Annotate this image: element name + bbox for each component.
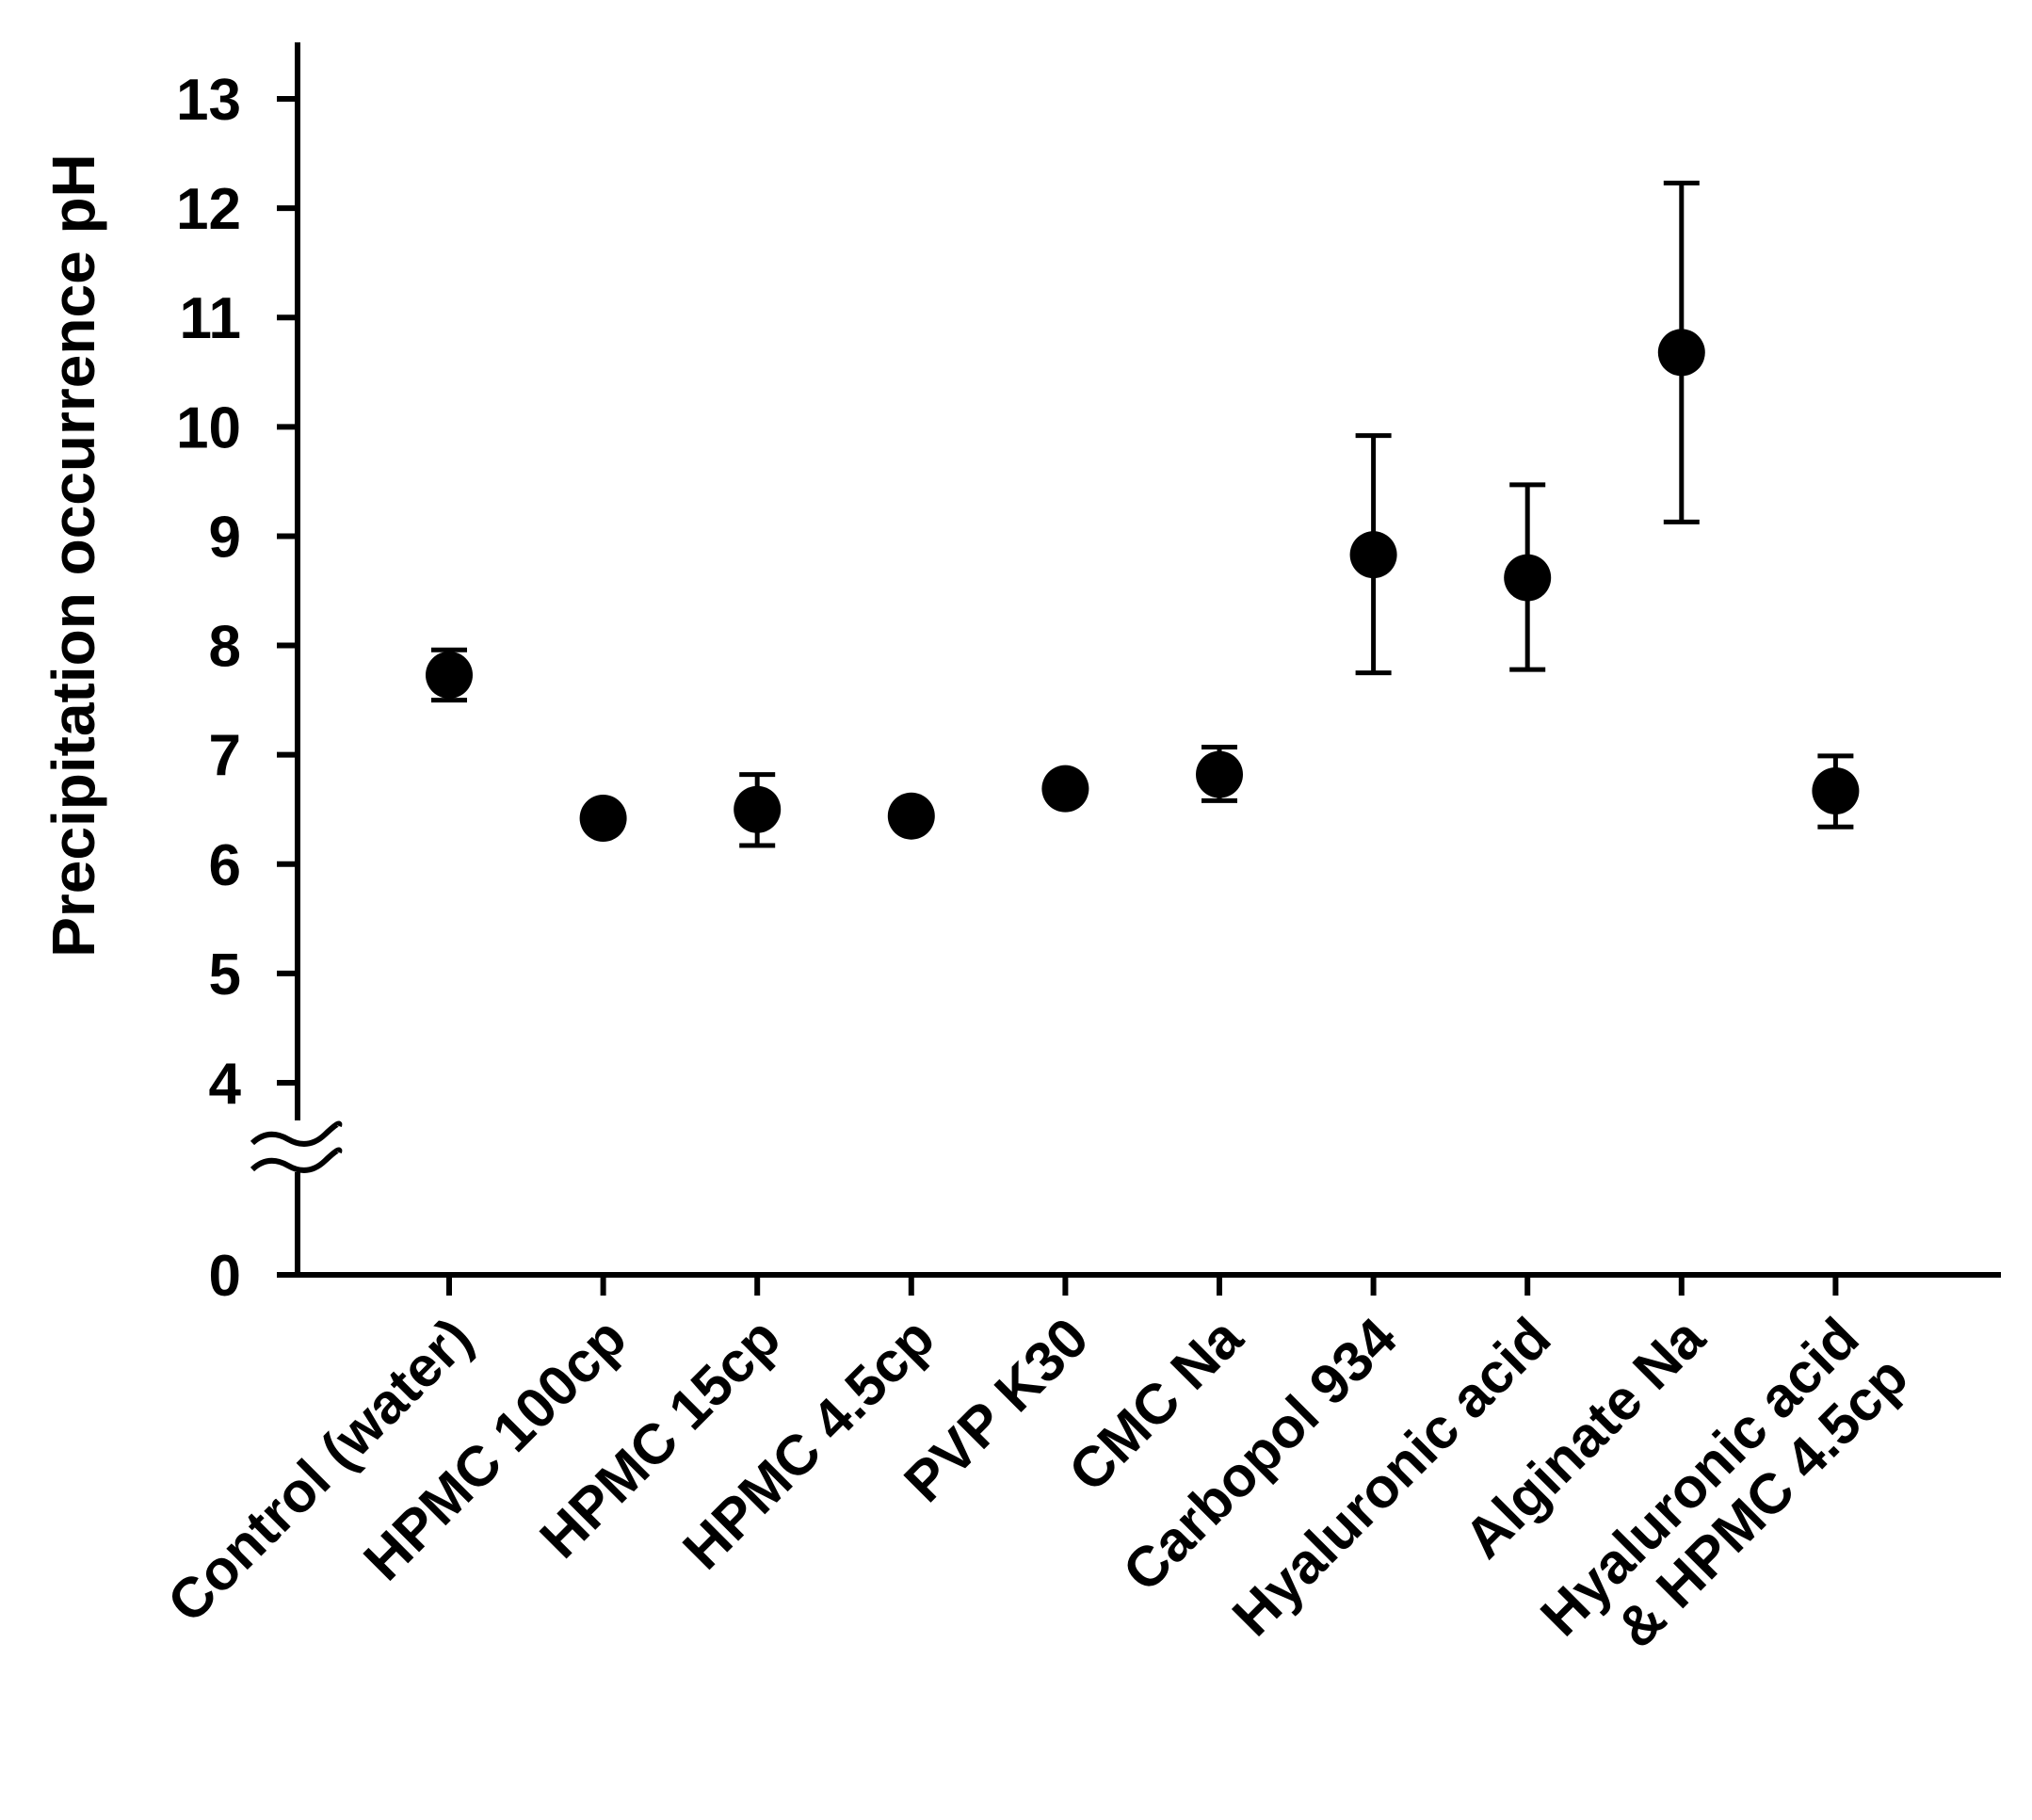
y-tick-label: 7 xyxy=(209,724,241,789)
y-tick-label: 13 xyxy=(176,68,241,133)
data-point xyxy=(426,651,473,699)
data-point xyxy=(887,792,935,840)
data-marks xyxy=(426,180,1860,848)
y-tick-label: 12 xyxy=(176,177,241,242)
y-tick-label: 5 xyxy=(209,942,241,1007)
y-tick-label: 0 xyxy=(209,1244,241,1309)
data-point xyxy=(1657,329,1705,377)
y-axis-ticks: 0 4 5 6 7 8 9 10 11 12 13 xyxy=(176,68,298,1309)
x-category-label-line: Carbopol 934 xyxy=(1111,1305,1410,1603)
data-point xyxy=(1041,765,1089,813)
y-tick-label: 6 xyxy=(209,833,241,898)
x-category-label: HPMC 100cp xyxy=(351,1306,637,1592)
y-tick-label: 11 xyxy=(179,286,241,351)
y-tick-label: 9 xyxy=(209,505,241,570)
y-axis-title: Precipitation occurrence pH xyxy=(40,153,107,958)
y-tick-label: 10 xyxy=(176,395,241,460)
y-tick-label: 4 xyxy=(209,1052,242,1117)
x-category-label: Carbopol 934 xyxy=(1111,1305,1410,1603)
data-point xyxy=(734,785,782,833)
y-tick-label: 8 xyxy=(209,615,241,680)
x-category-label-line: HPMC 100cp xyxy=(351,1306,637,1592)
data-point xyxy=(1812,766,1860,814)
data-point xyxy=(1196,750,1243,798)
data-point xyxy=(1504,554,1552,602)
x-category-label: Hyaluronic acid& HPMC 4.5cp xyxy=(1528,1300,1920,1692)
axis-break-symbol xyxy=(250,1120,343,1173)
data-point xyxy=(579,795,627,843)
data-point xyxy=(1349,531,1397,579)
